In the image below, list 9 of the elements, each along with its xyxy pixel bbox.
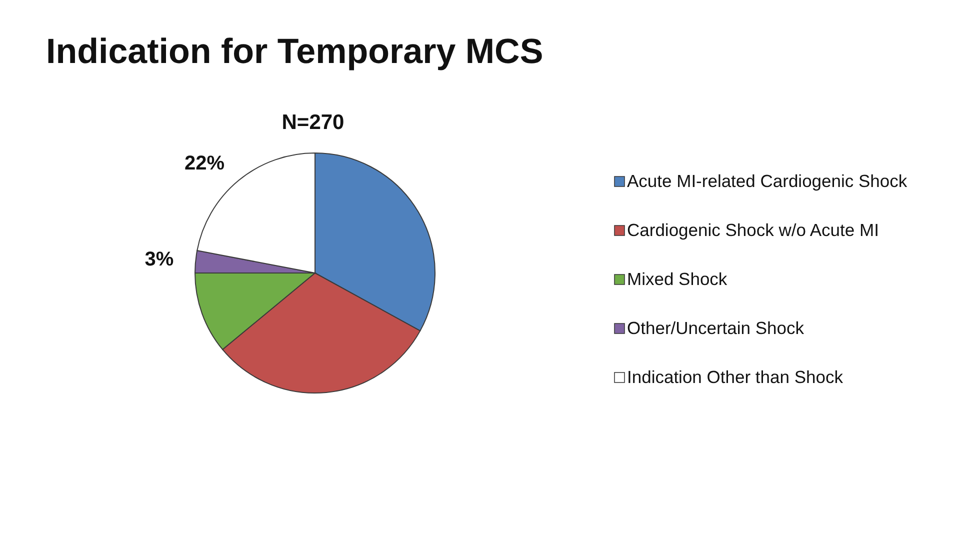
legend-label: Cardiogenic Shock w/o Acute MI [627,220,879,241]
chart-title: Indication for Temporary MCS [46,32,544,72]
legend-label: Other/Uncertain Shock [627,318,804,339]
legend-label: Indication Other than Shock [627,367,843,388]
chart-subtitle: N=270 [280,111,346,135]
legend-label: Acute MI-related Cardiogenic Shock [627,171,908,192]
legend-label: Mixed Shock [627,269,728,290]
data-label: 22% [184,152,225,175]
data-label: 3% [144,248,174,271]
